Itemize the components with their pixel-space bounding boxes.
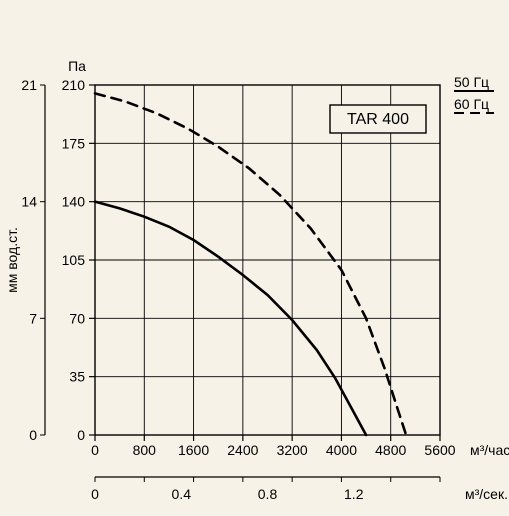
y-tick-label: 70 [69,310,85,326]
chart-title: TAR 400 [347,111,409,128]
y2-tick-label: 21 [21,77,37,93]
x-tick-label: 1600 [178,442,209,458]
legend-label: 50 Гц [454,74,489,90]
y2-tick-label: 14 [21,194,37,210]
y2-axis-label: мм вод.ст. [4,227,20,293]
y-tick-label: 210 [62,77,86,93]
x2-tick-label: 0.8 [258,486,278,502]
x-tick-label: 4800 [375,442,406,458]
x-axis-label: м³/час [470,442,509,458]
y-tick-label: 105 [62,252,86,268]
x2-tick-label: 0 [91,486,99,502]
x-tick-label: 5600 [424,442,455,458]
x2-axis-label: м³/сек. [465,486,508,502]
x-tick-label: 4000 [326,442,357,458]
y-tick-label: 140 [62,194,86,210]
x-tick-label: 800 [133,442,157,458]
y-tick-label: 35 [69,369,85,385]
y-tick-label: 175 [62,135,86,151]
fan-performance-chart: 0 800 1600 2400 3200 4000 4800 5600 м³/час 0 0.4 0.… [0,0,509,516]
x-tick-label: 2400 [227,442,258,458]
y2-tick-label: 0 [29,427,37,443]
x2-tick-label: 0.4 [172,486,192,502]
y-tick-label: 0 [77,427,85,443]
y-axis-label: Па [68,58,86,74]
x2-tick-label: 1.2 [344,486,364,502]
y2-tick-label: 7 [29,310,37,326]
legend-label: 60 Гц [454,96,489,112]
x-tick-label: 0 [91,442,99,458]
x-tick-label: 3200 [277,442,308,458]
